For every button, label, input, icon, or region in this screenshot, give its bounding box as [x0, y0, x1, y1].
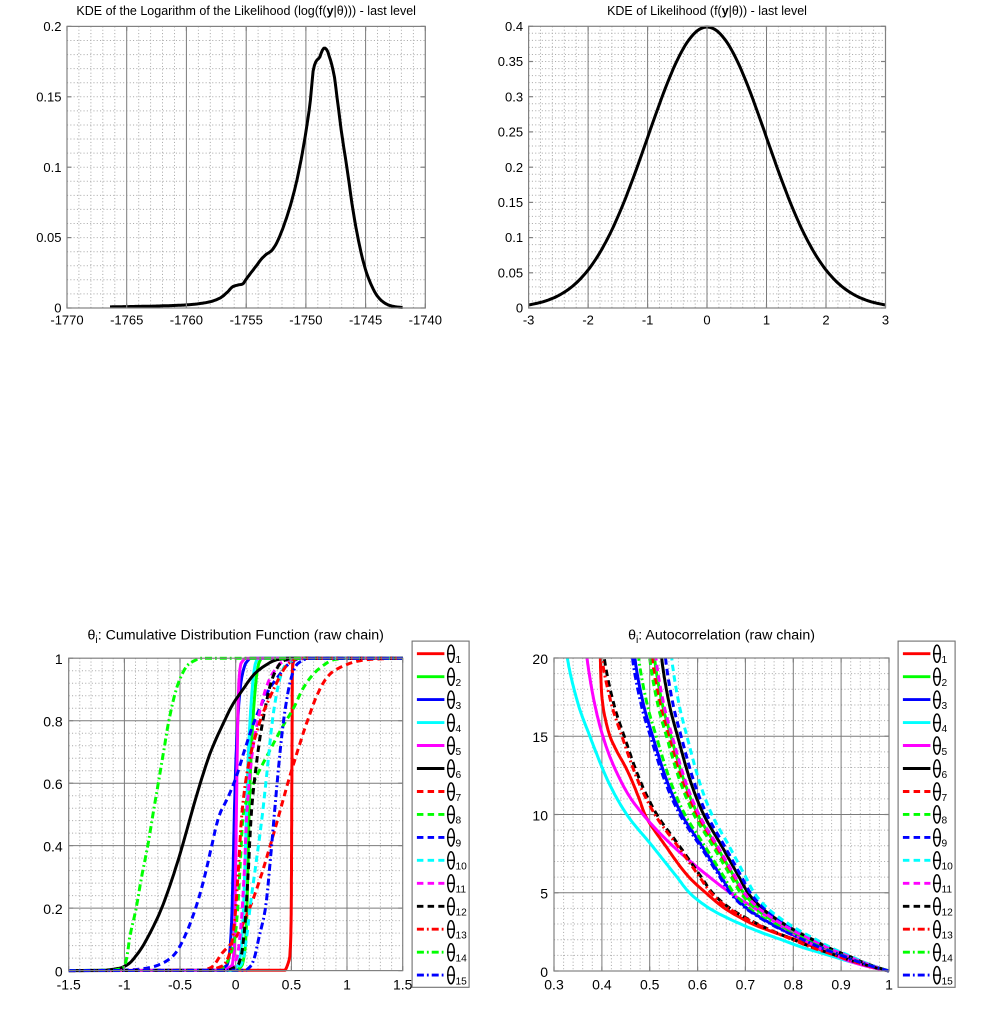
svg-text:0.1: 0.1 — [43, 160, 61, 175]
svg-text:12: 12 — [456, 908, 468, 919]
svg-text:0.3: 0.3 — [505, 89, 523, 104]
svg-text:-1740: -1740 — [409, 313, 442, 328]
svg-text:-1750: -1750 — [289, 313, 322, 328]
svg-text:1: 1 — [55, 651, 63, 667]
svg-text:0: 0 — [540, 964, 548, 980]
svg-text:0.5: 0.5 — [282, 976, 302, 992]
svg-text:0.35: 0.35 — [498, 54, 523, 69]
svg-text:-1770: -1770 — [50, 313, 83, 328]
svg-text:9: 9 — [456, 839, 462, 850]
svg-text:0: 0 — [703, 313, 710, 328]
svg-text:3: 3 — [882, 313, 889, 328]
svg-text:11: 11 — [456, 885, 467, 896]
svg-text:θi: Cumulative Distribution Fu: θi: Cumulative Distribution Function (ra… — [87, 628, 383, 647]
svg-text:15: 15 — [532, 729, 548, 745]
svg-text:1.5: 1.5 — [393, 976, 413, 992]
svg-text:0: 0 — [54, 301, 61, 316]
svg-text:-1765: -1765 — [110, 313, 143, 328]
svg-text:1: 1 — [343, 976, 351, 992]
svg-text:3: 3 — [942, 701, 948, 712]
svg-text:0.8: 0.8 — [784, 976, 804, 992]
svg-text:-0.5: -0.5 — [168, 976, 192, 992]
svg-text:0.2: 0.2 — [43, 901, 63, 917]
svg-text:-3: -3 — [523, 313, 535, 328]
svg-text:1: 1 — [885, 976, 893, 992]
svg-text:-1: -1 — [118, 976, 131, 992]
svg-text:0.2: 0.2 — [43, 19, 61, 34]
svg-text:0.15: 0.15 — [498, 195, 523, 210]
svg-text:0.05: 0.05 — [36, 230, 61, 245]
svg-text:-1745: -1745 — [349, 313, 382, 328]
svg-text:13: 13 — [942, 931, 954, 942]
svg-text:0.5: 0.5 — [640, 976, 660, 992]
svg-text:13: 13 — [456, 931, 468, 942]
svg-text:0.4: 0.4 — [43, 838, 63, 854]
svg-text:0: 0 — [55, 963, 63, 979]
svg-text:-1.5: -1.5 — [57, 976, 81, 992]
svg-text:10: 10 — [456, 862, 468, 873]
svg-text:2: 2 — [942, 678, 948, 689]
svg-text:5: 5 — [456, 747, 462, 758]
svg-text:1: 1 — [763, 313, 770, 328]
svg-text:1: 1 — [456, 655, 462, 666]
svg-text:8: 8 — [942, 816, 948, 827]
svg-text:0.4: 0.4 — [505, 19, 523, 34]
svg-text:15: 15 — [456, 976, 468, 987]
svg-text:7: 7 — [942, 793, 948, 804]
svg-text:10: 10 — [532, 807, 548, 823]
svg-text:12: 12 — [942, 908, 954, 919]
svg-text:0.6: 0.6 — [43, 776, 63, 792]
svg-text:-2: -2 — [582, 313, 594, 328]
svg-text:15: 15 — [942, 976, 954, 987]
svg-text:4: 4 — [456, 724, 462, 735]
svg-text:0.3: 0.3 — [544, 976, 564, 992]
svg-text:0.1: 0.1 — [505, 230, 523, 245]
svg-text:4: 4 — [942, 724, 948, 735]
svg-text:0.4: 0.4 — [592, 976, 612, 992]
svg-text:KDE of the Logarithm of the Li: KDE of the Logarithm of the Likelihood (… — [76, 4, 416, 18]
svg-text:20: 20 — [532, 651, 548, 667]
svg-text:7: 7 — [456, 793, 462, 804]
svg-text:10: 10 — [942, 862, 954, 873]
svg-text:5: 5 — [540, 886, 548, 902]
svg-text:0.25: 0.25 — [498, 125, 523, 140]
svg-text:KDE of Likelihood (f(y|θ)) - l: KDE of Likelihood (f(y|θ)) - last level — [607, 4, 807, 18]
svg-text:14: 14 — [456, 954, 468, 965]
svg-text:0: 0 — [516, 301, 523, 316]
svg-text:6: 6 — [942, 770, 948, 781]
svg-text:8: 8 — [456, 816, 462, 827]
svg-text:11: 11 — [942, 885, 953, 896]
svg-text:0.7: 0.7 — [736, 976, 756, 992]
svg-text:2: 2 — [456, 678, 462, 689]
svg-text:0.8: 0.8 — [43, 714, 63, 730]
svg-text:-1755: -1755 — [230, 313, 263, 328]
svg-text:0.9: 0.9 — [831, 976, 851, 992]
svg-text:0.15: 0.15 — [36, 89, 61, 104]
svg-text:2: 2 — [822, 313, 829, 328]
svg-text:θi: Autocorrelation (raw chain: θi: Autocorrelation (raw chain) — [628, 628, 815, 647]
svg-text:1: 1 — [942, 655, 948, 666]
svg-text:6: 6 — [456, 770, 462, 781]
svg-text:-1: -1 — [642, 313, 654, 328]
svg-text:0.2: 0.2 — [505, 160, 523, 175]
svg-text:9: 9 — [942, 839, 948, 850]
svg-text:0.05: 0.05 — [498, 265, 523, 280]
svg-text:0.6: 0.6 — [688, 976, 708, 992]
svg-text:14: 14 — [942, 954, 954, 965]
svg-text:3: 3 — [456, 701, 462, 712]
svg-text:0: 0 — [232, 976, 240, 992]
svg-text:-1760: -1760 — [170, 313, 203, 328]
svg-text:5: 5 — [942, 747, 948, 758]
